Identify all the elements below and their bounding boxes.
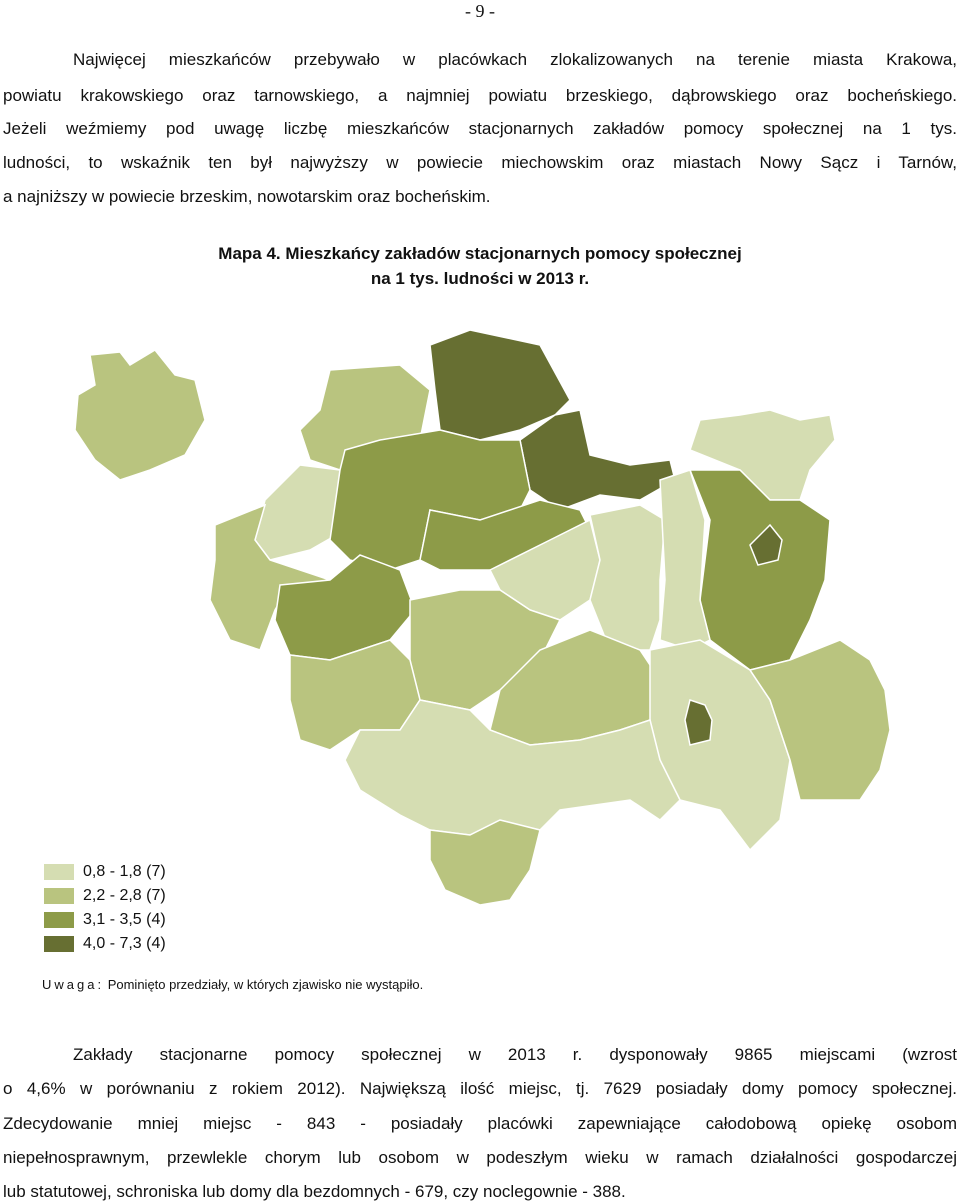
legend-label: 3,1 - 3,5 (4) — [83, 911, 166, 928]
text-line: Najwięcej mieszkańców przebywało w placó… — [73, 50, 957, 69]
legend-swatch — [44, 864, 74, 880]
text-line: Zakłady stacjonarne pomocy społecznej w … — [73, 1045, 957, 1064]
legend-label: 4,0 - 7,3 (4) — [83, 935, 166, 952]
legend-swatch — [44, 912, 74, 928]
regions — [74, 329, 891, 906]
legend-swatch — [44, 936, 74, 952]
map-title: na 1 tys. ludności w 2013 r. — [370, 269, 590, 288]
text-line: o 4,6% w porównaniu z rokiem 2012). Najw… — [3, 1079, 957, 1098]
text-line: niepełnosprawnym, przewlekle chorym lub … — [3, 1148, 957, 1167]
map-note: Uwaga: Pominięto przedziały, w których z… — [42, 976, 423, 994]
legend-label: 0,8 - 1,8 (7) — [83, 863, 166, 880]
text-line: lub statutowej, schroniska lub domy dla … — [3, 1182, 626, 1201]
note-text: Pominięto przedziały, w których zjawisko… — [107, 977, 424, 992]
text-line: a najniższy w powiecie brzeskim, nowotar… — [3, 187, 491, 206]
text-line: ludności, to wskaźnik ten był najwyższy … — [3, 153, 957, 172]
page-number: - 9 - — [465, 1, 495, 21]
note-label: Uwaga: — [42, 977, 105, 992]
legend-label: 2,2 - 2,8 (7) — [83, 887, 166, 904]
legend-swatch — [44, 888, 74, 904]
text-line: Jeżeli weźmiemy pod uwagę liczbę mieszka… — [3, 119, 957, 138]
text-line: powiatu krakowskiego oraz tarnowskiego, … — [3, 86, 957, 105]
text-line: Zdecydowanie mniej miejsc - 843 - posiad… — [3, 1114, 957, 1133]
map-title: Mapa 4. Mieszkańcy zakładów stacjonarnyc… — [218, 244, 742, 263]
